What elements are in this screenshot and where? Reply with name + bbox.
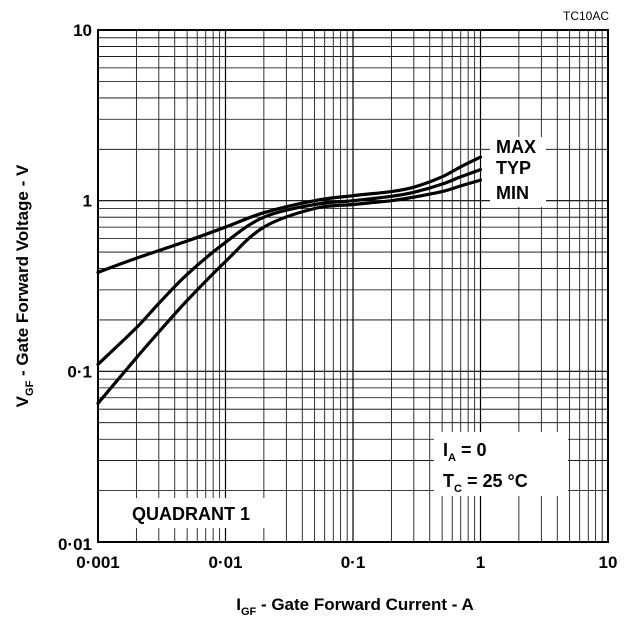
- y-tick-label: 0·01: [58, 535, 92, 554]
- legend-label-max: MAX: [496, 137, 536, 157]
- quadrant-annotation: QUADRANT 1: [124, 498, 278, 528]
- series-line-min: [98, 180, 481, 403]
- figure-code: TC10AC: [563, 9, 609, 23]
- x-tick-label: 10: [599, 553, 618, 572]
- conditions-annotation: IA = 0 TC = 25 °C: [434, 432, 568, 496]
- x-tick-label: 0·01: [208, 553, 242, 572]
- curves: [98, 157, 481, 403]
- y-tick-label: 0·1: [67, 362, 92, 381]
- x-tick-label: 1: [476, 553, 485, 572]
- legend: MAX TYP MIN: [490, 137, 546, 207]
- x-tick-label: 0·001: [76, 553, 119, 572]
- y-tick-label: 10: [73, 21, 92, 40]
- quadrant-label: QUADRANT 1: [132, 504, 250, 524]
- y-tick-label: 1: [83, 192, 92, 211]
- y-axis-title: VGF - Gate Forward Voltage - V: [13, 164, 36, 407]
- legend-label-min: MIN: [496, 183, 529, 203]
- x-tick-label: 0·1: [341, 553, 366, 572]
- legend-label-typ: TYP: [496, 158, 531, 178]
- x-axis-title: IGF - Gate Forward Current - A: [236, 595, 474, 618]
